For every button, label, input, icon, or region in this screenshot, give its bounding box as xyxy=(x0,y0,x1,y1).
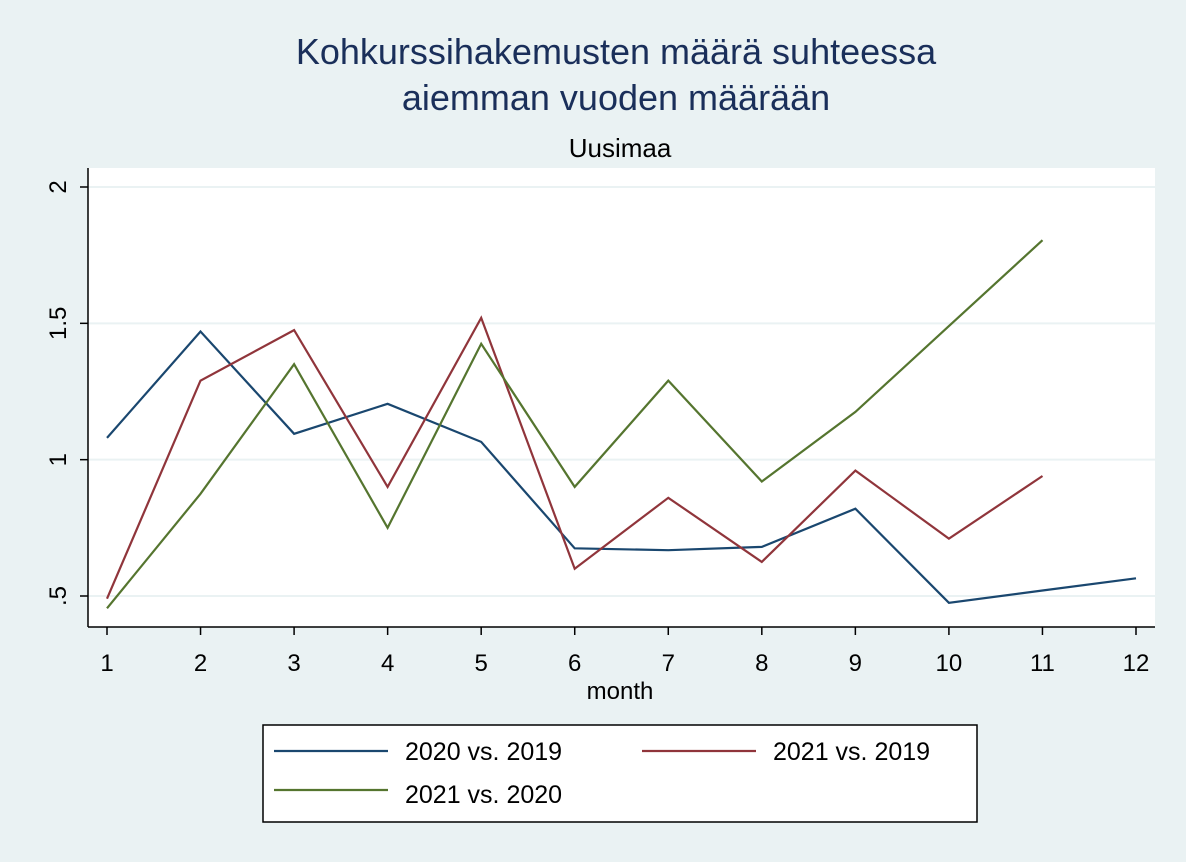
series-lines xyxy=(105,239,1137,609)
x-tick-label: 9 xyxy=(849,650,862,677)
x-tick-label: 4 xyxy=(381,650,394,677)
legend-box xyxy=(262,724,978,823)
chart-subtitle: Uusimaa xyxy=(569,133,672,163)
x-tick-label: 12 xyxy=(1123,650,1150,677)
chart-title-line-1: Kohkurssihakemusten määrä suhteessa xyxy=(296,31,937,72)
legend: 2020 vs. 2019 2021 vs. 2019 2021 vs. 2020 xyxy=(262,724,978,823)
series-line-2 xyxy=(105,315,1044,600)
legend-label-3: 2021 vs. 2020 xyxy=(405,781,562,809)
y-tick-label: 1 xyxy=(45,453,72,466)
x-axis-title: month xyxy=(587,678,654,705)
chart-title-line-2: aiemman vuoden määrään xyxy=(402,77,830,118)
y-tick-label: .5 xyxy=(45,586,72,606)
x-tick-label: 5 xyxy=(475,650,488,677)
x-tick-label: 3 xyxy=(287,650,300,677)
x-tick-label: 1 xyxy=(100,650,113,677)
chart-titles: Kohkurssihakemusten määrä suhteessa aiem… xyxy=(296,31,937,163)
series-line-3 xyxy=(106,239,1044,609)
legend-label-1: 2020 vs. 2019 xyxy=(405,738,562,766)
x-tick-label: 10 xyxy=(936,650,963,677)
x-tick-label: 7 xyxy=(662,650,675,677)
x-tick-label: 2 xyxy=(194,650,207,677)
y-tick-label: 1.5 xyxy=(45,307,72,340)
x-tick-label: 8 xyxy=(755,650,768,677)
plot-area xyxy=(88,168,1155,627)
axes: .511.521 2 3 4 5 6 7 8 9 10 11 12 xyxy=(45,168,1155,677)
legend-label-2: 2021 vs. 2019 xyxy=(773,738,930,766)
y-tick-label: 2 xyxy=(45,180,72,193)
grid-lines xyxy=(88,186,1155,597)
x-tick-label: 6 xyxy=(568,650,581,677)
series-line-1 xyxy=(106,329,1137,604)
x-tick-label: 11 xyxy=(1030,650,1055,677)
